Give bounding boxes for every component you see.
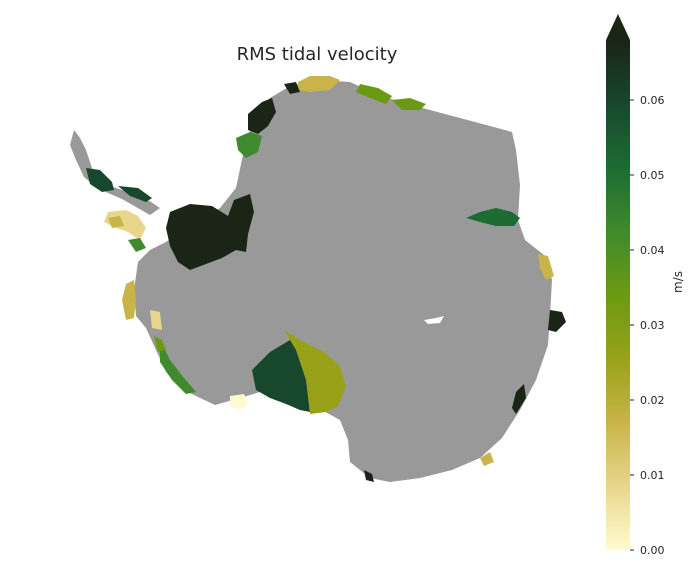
colorbar-unit-label: m/s — [671, 271, 685, 293]
colorbar-tick-label: 0.04 — [640, 244, 665, 257]
fimbul-ice-shelf — [298, 76, 340, 92]
grounded-ice-sheet — [70, 80, 552, 482]
mertz-ice-shelf — [480, 452, 494, 466]
stange-ice-shelf — [128, 238, 146, 252]
lazarev-ice-shelf — [356, 84, 392, 104]
colorbar-extend-arrow — [606, 14, 630, 40]
colorbar-tick-label: 0.00 — [640, 544, 665, 557]
totten-ice-shelf — [548, 310, 566, 332]
interior-lake — [424, 316, 444, 324]
map-title: RMS tidal velocity — [236, 44, 398, 65]
colorbar-tick-label: 0.02 — [640, 394, 665, 407]
abbot-ice-shelf — [122, 280, 136, 320]
cook-ice-shelf — [512, 384, 526, 414]
prince-harald-ice-shelf — [392, 98, 426, 110]
ross-ice-shelf-east — [284, 330, 346, 414]
larsen-ice-shelf — [86, 168, 114, 192]
ice-shelves — [86, 76, 566, 482]
east-and-west-antarctica — [134, 80, 552, 482]
nickerson-ice-shelf — [154, 336, 166, 352]
shackleton-ice-shelf — [538, 254, 554, 280]
colorbar-tick-label: 0.01 — [640, 469, 665, 482]
colorbar-body — [606, 40, 630, 550]
brunt-ice-shelf — [236, 132, 262, 158]
colorbar-ticks: 0.00 0.01 0.02 0.03 0.04 0.05 0.06 — [630, 94, 665, 557]
ekstrom-ice-shelf — [284, 82, 300, 94]
getz-ice-shelf — [160, 340, 196, 394]
riiser-larsen-ice-shelf — [248, 98, 276, 134]
colorbar-tick-label: 0.05 — [640, 169, 665, 182]
drygalski-ice-tongue — [364, 470, 374, 482]
colorbar-tick-label: 0.03 — [640, 319, 665, 332]
wordie-ice-shelf — [118, 186, 152, 202]
wilkins-ice-shelf — [108, 216, 124, 228]
colorbar: 0.00 0.01 0.02 0.03 0.04 0.05 0.06 m/s — [606, 14, 685, 557]
amery-ice-shelf — [466, 208, 520, 226]
cosgrove-ice-shelf — [150, 310, 162, 330]
sulzberger-ice-shelf — [230, 394, 248, 410]
colorbar-tick-label: 0.06 — [640, 94, 665, 107]
ronne-filchner-ice-shelf — [166, 194, 254, 270]
ross-ice-shelf-west — [252, 340, 310, 412]
antarctic-peninsula — [70, 130, 160, 215]
george-vi-ice-shelf — [104, 210, 146, 240]
